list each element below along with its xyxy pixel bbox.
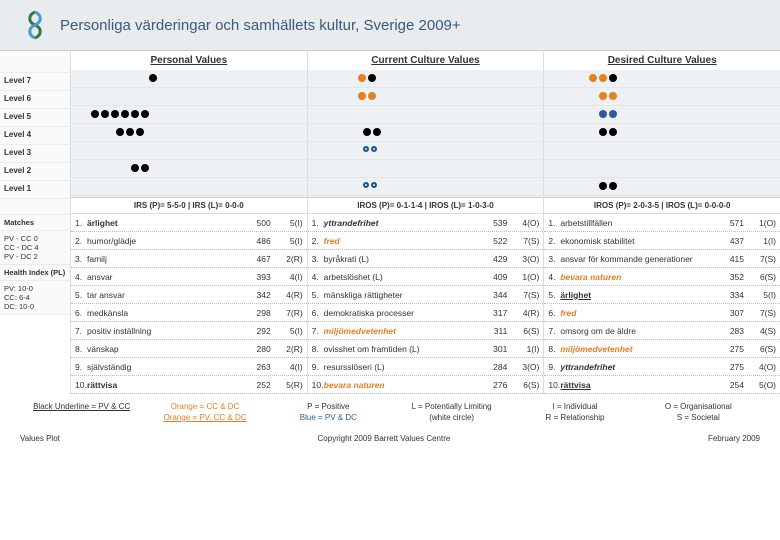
legend-item: P = Positive xyxy=(267,402,390,411)
value-row: 4.ansvar3934(I) xyxy=(71,268,307,286)
value-row: 6.fred3077(S) xyxy=(544,304,780,322)
list-dc: 1.arbetstillfällen5711(O)2.ekonomisk sta… xyxy=(544,214,780,394)
left-sidebar: Level 7Level 6Level 5Level 4Level 3Level… xyxy=(0,51,70,394)
value-row: 4.bevara naturen3526(S) xyxy=(544,268,780,286)
footer: Values Plot Copyright 2009 Barrett Value… xyxy=(0,428,780,455)
value-row: 2.fred5227(S) xyxy=(308,232,544,250)
level-label: Level 2 xyxy=(0,163,70,181)
col-cc: Current Culture Values IROS (P)= 0-1-1-4… xyxy=(307,51,544,394)
value-row: 6.demokratiska processer3174(R) xyxy=(308,304,544,322)
legend-item: I = Individual xyxy=(513,402,636,411)
page: Personliga värderingar och samhällets ku… xyxy=(0,0,780,455)
value-row: 10.rättvisa2545(O) xyxy=(544,376,780,394)
page-title: Personliga värderingar och samhällets ku… xyxy=(60,17,461,34)
value-row: 8.vänskap2802(R) xyxy=(71,340,307,358)
level-label: Level 7 xyxy=(0,73,70,91)
footer-center: Copyright 2009 Barrett Values Centre xyxy=(318,434,451,443)
chart-pv xyxy=(71,70,307,198)
value-row: 6.medkänsla2987(R) xyxy=(71,304,307,322)
footer-right: February 2009 xyxy=(708,434,760,443)
matches-label: Matches xyxy=(0,215,70,231)
legend-item: S = Societal xyxy=(637,413,760,422)
value-row: 4.arbetslöshet (L)4091(O) xyxy=(308,268,544,286)
value-row: 1.yttrandefrihet5394(O) xyxy=(308,214,544,232)
legend-item: (white circle) xyxy=(390,413,513,422)
logo-icon xyxy=(20,10,50,40)
value-row: 3.ansvar för kommande generationer4157(S… xyxy=(544,250,780,268)
value-row: 7.positiv inställning2925(I) xyxy=(71,322,307,340)
chart-cc xyxy=(308,70,544,198)
value-row: 10.rättvisa2525(R) xyxy=(71,376,307,394)
header: Personliga värderingar och samhällets ku… xyxy=(0,0,780,51)
iros-pv: IRS (P)= 5-5-0 | IRS (L)= 0-0-0 xyxy=(71,198,307,214)
value-row: 2.ekonomisk stabilitet4371(I) xyxy=(544,232,780,250)
col-cc-header: Current Culture Values xyxy=(308,51,544,70)
col-pv: Personal Values IRS (P)= 5-5-0 | IRS (L)… xyxy=(70,51,307,394)
legend-item: L = Potentially Limiting xyxy=(390,402,513,411)
footer-left: Values Plot xyxy=(20,434,60,443)
legend-item: Blue = PV & DC xyxy=(267,413,390,422)
legend-item: Orange = PV, CC & DC xyxy=(143,413,266,422)
list-pv: 1.ärlighet5005(I)2.humor/glädje4865(I)3.… xyxy=(71,214,307,394)
value-row: 2.humor/glädje4865(I) xyxy=(71,232,307,250)
col-dc: Desired Culture Values IROS (P)= 2-0-3-5… xyxy=(543,51,780,394)
value-row: 8.miljömedvetenhet2756(S) xyxy=(544,340,780,358)
columns: Personal Values IRS (P)= 5-5-0 | IRS (L)… xyxy=(70,51,780,394)
health-label: Health Index (PL) xyxy=(0,265,70,281)
legend-item: R = Relationship xyxy=(513,413,636,422)
iros-cc: IROS (P)= 0-1-1-4 | IROS (L)= 1-0-3-0 xyxy=(308,198,544,214)
level-label: Level 4 xyxy=(0,127,70,145)
value-row: 7.omsorg om de äldre2834(S) xyxy=(544,322,780,340)
value-row: 5.mänskliga rättigheter3447(S) xyxy=(308,286,544,304)
level-label: Level 1 xyxy=(0,181,70,199)
legend-item: Black Underline = PV & CC xyxy=(20,402,143,411)
value-row: 3.byråkrati (L)4293(O) xyxy=(308,250,544,268)
main: Level 7Level 6Level 5Level 4Level 3Level… xyxy=(0,51,780,394)
iros-dc: IROS (P)= 2-0-3-5 | IROS (L)= 0-0-0-0 xyxy=(544,198,780,214)
legend-item: Orange = CC & DC xyxy=(143,402,266,411)
value-row: 9.självständig2634(I) xyxy=(71,358,307,376)
level-label: Level 6 xyxy=(0,91,70,109)
value-row: 8.ovisshet om framtiden (L)3011(I) xyxy=(308,340,544,358)
value-row: 9.yttrandefrihet2754(O) xyxy=(544,358,780,376)
value-row: 5.ärlighet3345(I) xyxy=(544,286,780,304)
value-row: 7.miljömedvetenhet3116(S) xyxy=(308,322,544,340)
col-pv-header: Personal Values xyxy=(71,51,307,70)
match-codes: PV - CC 0 CC - DC 4 PV - DC 2 xyxy=(0,231,70,265)
value-row: 3.familj4672(R) xyxy=(71,250,307,268)
legend: Black Underline = PV & CC Orange = CC & … xyxy=(0,394,780,428)
value-row: 1.ärlighet5005(I) xyxy=(71,214,307,232)
value-row: 10.bevara naturen2766(S) xyxy=(308,376,544,394)
list-cc: 1.yttrandefrihet5394(O)2.fred5227(S)3.by… xyxy=(308,214,544,394)
level-label: Level 5 xyxy=(0,109,70,127)
chart-dc xyxy=(544,70,780,198)
legend-item: O = Organisational xyxy=(637,402,760,411)
level-label: Level 3 xyxy=(0,145,70,163)
value-row: 5.tar ansvar3424(R) xyxy=(71,286,307,304)
health-values: PV: 10-0 CC: 6-4 DC: 10-0 xyxy=(0,281,70,315)
value-row: 9.resursslöseri (L)2843(O) xyxy=(308,358,544,376)
col-dc-header: Desired Culture Values xyxy=(544,51,780,70)
value-row: 1.arbetstillfällen5711(O) xyxy=(544,214,780,232)
